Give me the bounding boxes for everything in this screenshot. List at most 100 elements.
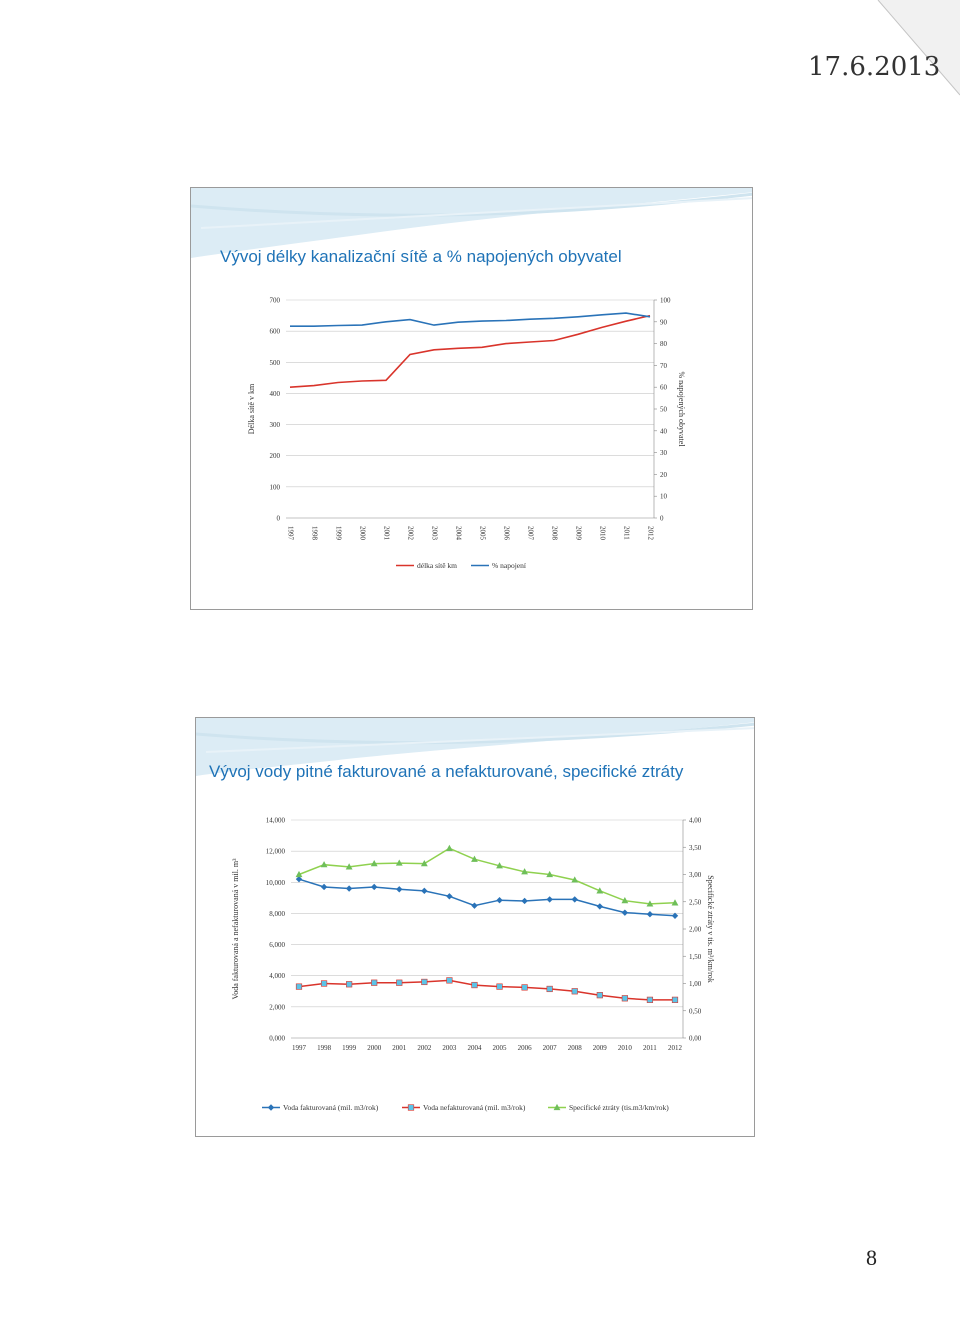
data-point (371, 883, 378, 891)
y-tick-label: 4,000 (269, 972, 285, 980)
x-tick-label: 2000 (358, 526, 366, 541)
data-point (621, 995, 628, 1002)
y-right-tick-label: 90 (660, 318, 668, 326)
legend-label: % napojení (492, 561, 526, 570)
data-point (346, 981, 353, 988)
data-point (420, 860, 428, 867)
x-tick-label: 1997 (292, 1044, 307, 1052)
data-point (546, 896, 553, 903)
x-tick-label: 1998 (310, 526, 318, 541)
data-point (396, 886, 403, 893)
x-tick-label: 2004 (454, 526, 462, 541)
data-point (646, 911, 654, 918)
water-billing-chart: 0,000 2,000 4,000 6,000 8,000 10,000 12,000 14,… (231, 817, 715, 1113)
data-point (521, 897, 528, 905)
y-tick-label: 2,000 (269, 1003, 285, 1011)
data-point (646, 996, 654, 1003)
x-tick-label: 2006 (502, 526, 510, 541)
legend-label: Specifické ztráty (tis.m3/km/rok) (569, 1103, 669, 1112)
y-right-tick-label: 0 (660, 515, 664, 523)
x-tick-label: 1999 (342, 1044, 357, 1052)
x-tick-label: 2000 (367, 1044, 382, 1052)
data-point (345, 885, 353, 892)
data-point (496, 983, 503, 990)
x-tick-label: 2007 (526, 526, 534, 541)
y-tick-label: 600 (270, 328, 281, 336)
y-axis-title: Délka sítě v km (247, 383, 256, 434)
x-tick-label: 2007 (543, 1044, 558, 1052)
x-tick-label: 2010 (618, 1044, 633, 1052)
legend-label: Voda fakturovaná (mil. m3/rok) (283, 1103, 379, 1112)
y-right-tick-label: 1,00 (689, 980, 702, 988)
y-tick-label: 10,000 (266, 879, 286, 887)
data-point (546, 870, 554, 878)
y-tick-label: 6,000 (269, 941, 285, 949)
x-tick-label: 2008 (550, 526, 558, 541)
y-tick-label: 400 (270, 390, 281, 398)
y-right-tick-label: 20 (660, 471, 668, 479)
legend-marker (553, 1103, 561, 1111)
y-tick-label: 100 (270, 483, 281, 491)
y-tick-label: 14,000 (266, 817, 286, 825)
y-right-tick-label: 2,00 (689, 926, 702, 934)
data-point (421, 887, 428, 895)
y-right-tick-label: 0,00 (689, 1035, 702, 1043)
slide-header-swoosh (196, 718, 754, 776)
x-tick-label: 2005 (478, 526, 486, 541)
y-tick-label: 500 (270, 359, 281, 367)
data-point (646, 900, 654, 907)
x-tick-label: 2012 (646, 526, 654, 541)
y-right-tick-label: 80 (660, 340, 668, 348)
y-right-axis-title: % napojených obyvatel (677, 371, 686, 447)
series-line (290, 312, 651, 327)
data-point (446, 893, 453, 900)
data-point (621, 909, 629, 916)
y-tick-label: 0,000 (269, 1035, 285, 1043)
data-point (370, 860, 378, 867)
x-tick-label: 2002 (406, 526, 414, 541)
data-point (471, 981, 478, 989)
x-tick-label: 2001 (382, 526, 390, 541)
sewer-network-chart: 0 100 200 300 400 500 600 700 0 10 20 30 40 50 60 70 80 9… (247, 297, 686, 571)
y-tick-label: 700 (270, 297, 281, 305)
x-tick-label: 2012 (668, 1044, 683, 1052)
x-tick-label: 2005 (493, 1044, 508, 1052)
data-point (596, 992, 603, 999)
y-axis-title: Voda fakturovaná a nefakturovaná v mil. … (231, 858, 240, 1000)
data-point (395, 859, 403, 866)
y-right-tick-label: 10 (660, 493, 668, 501)
slide-header-swoosh (191, 188, 752, 258)
data-point (320, 861, 328, 868)
page-corner-fold (877, 0, 960, 96)
data-point (320, 980, 328, 987)
x-tick-label: 2004 (467, 1044, 482, 1052)
data-point (421, 978, 428, 986)
legend-marker (407, 1104, 415, 1111)
y-right-tick-label: 3,00 (689, 871, 702, 879)
y-right-tick-label: 40 (660, 427, 668, 435)
legend-marker (267, 1104, 275, 1111)
data-point (671, 996, 679, 1003)
data-point (521, 868, 528, 875)
data-point (345, 863, 353, 870)
data-point (471, 855, 478, 862)
slide-title: Vývoj délky kanalizační sítě a % napojen… (220, 247, 622, 266)
data-point (596, 903, 603, 910)
data-point (320, 883, 328, 891)
legend-label: délka sítě km (417, 561, 457, 570)
x-tick-label: 1998 (317, 1044, 332, 1052)
print-date: 17.6.2013 (808, 52, 941, 82)
y-tick-label: 0 (277, 515, 281, 523)
y-right-tick-label: 4,00 (689, 817, 702, 825)
data-point (446, 844, 453, 851)
data-point (295, 870, 303, 878)
x-tick-label: 2009 (574, 526, 582, 541)
data-point (471, 902, 478, 909)
y-right-tick-label: 3,50 (689, 844, 702, 852)
x-tick-label: 2006 (518, 1044, 533, 1052)
x-tick-label: 2002 (417, 1044, 432, 1052)
series-line (298, 847, 676, 905)
series-line (289, 314, 651, 388)
x-tick-label: 2010 (598, 526, 606, 541)
y-right-tick-label: 30 (660, 449, 668, 457)
